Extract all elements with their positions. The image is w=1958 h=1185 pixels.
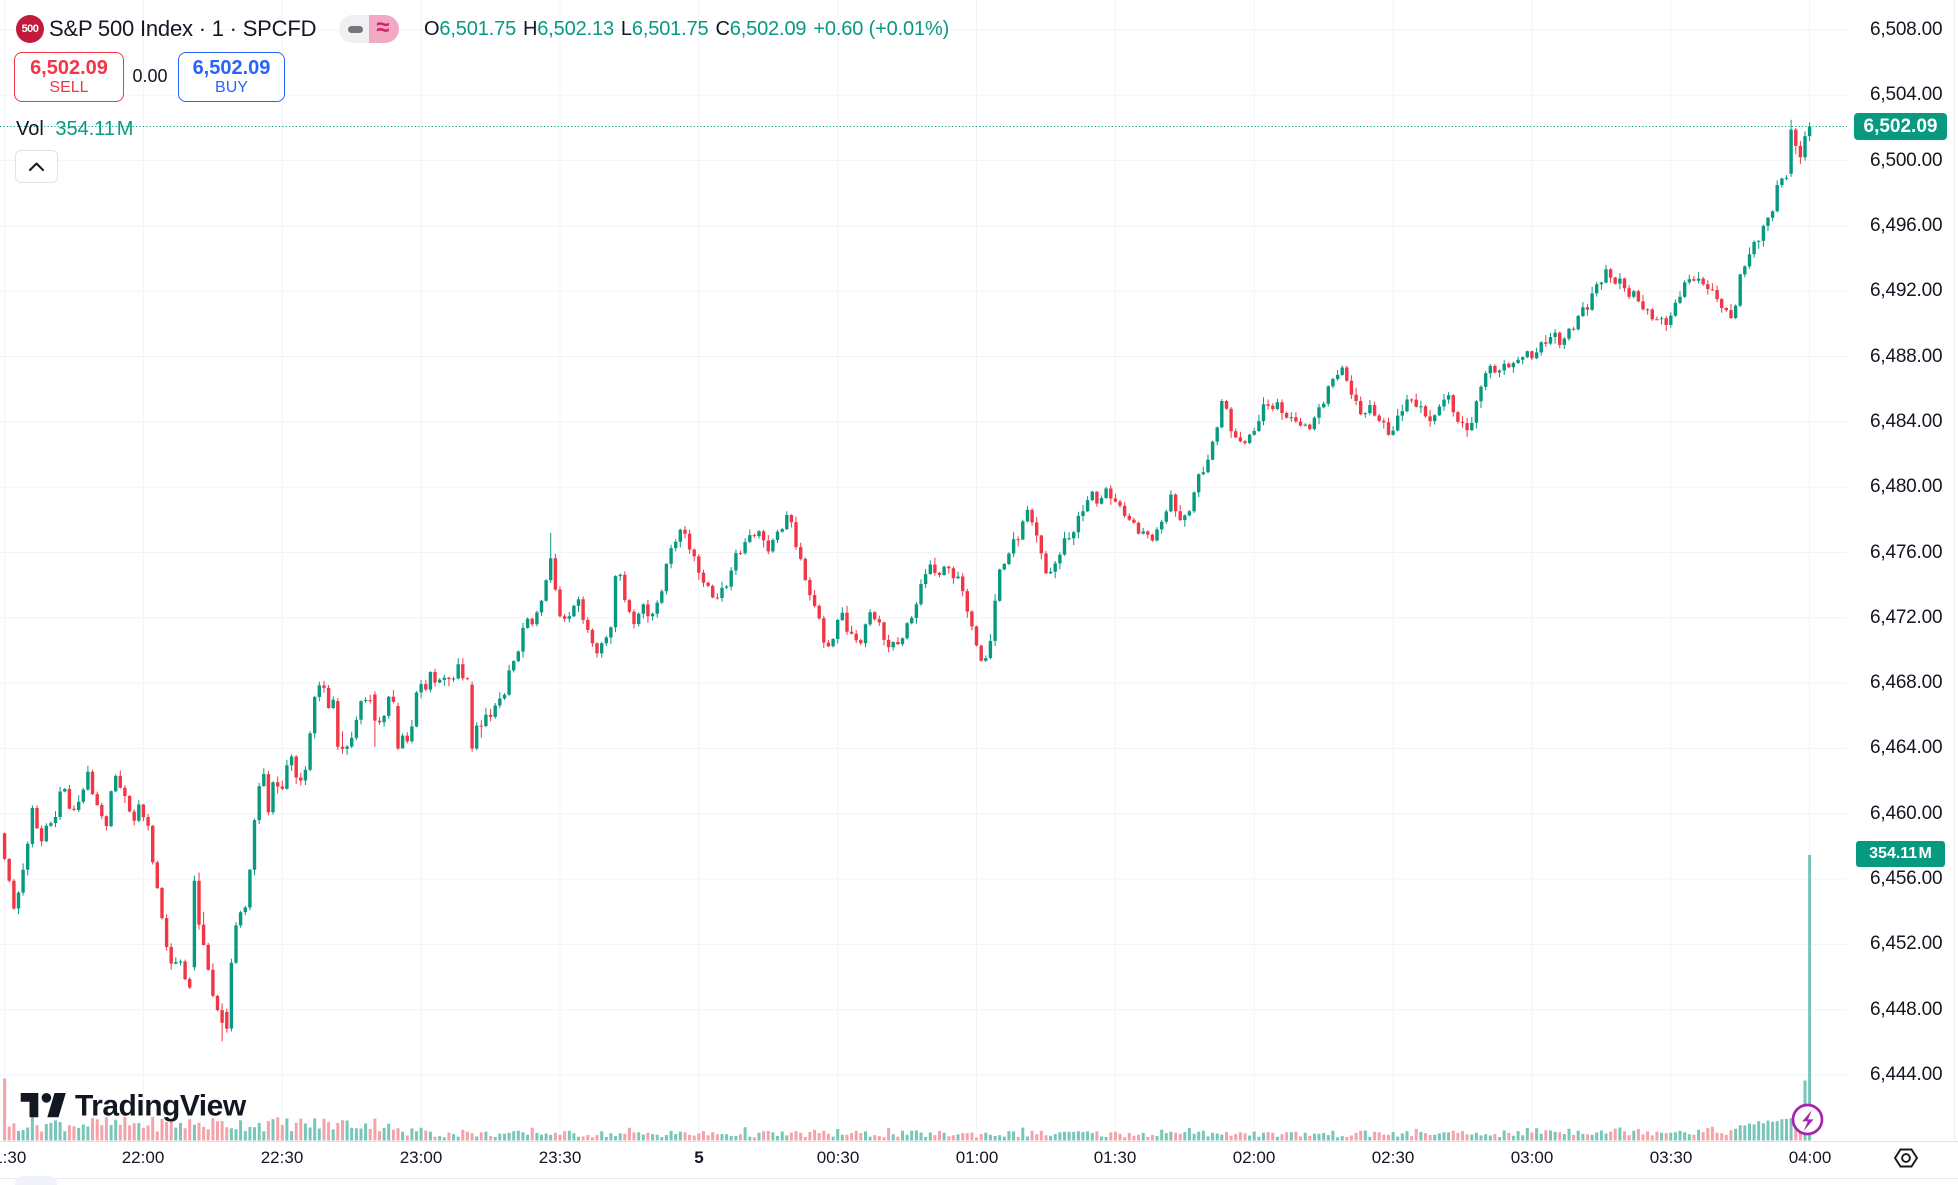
svg-text:TradingView: TradingView xyxy=(75,1090,247,1123)
